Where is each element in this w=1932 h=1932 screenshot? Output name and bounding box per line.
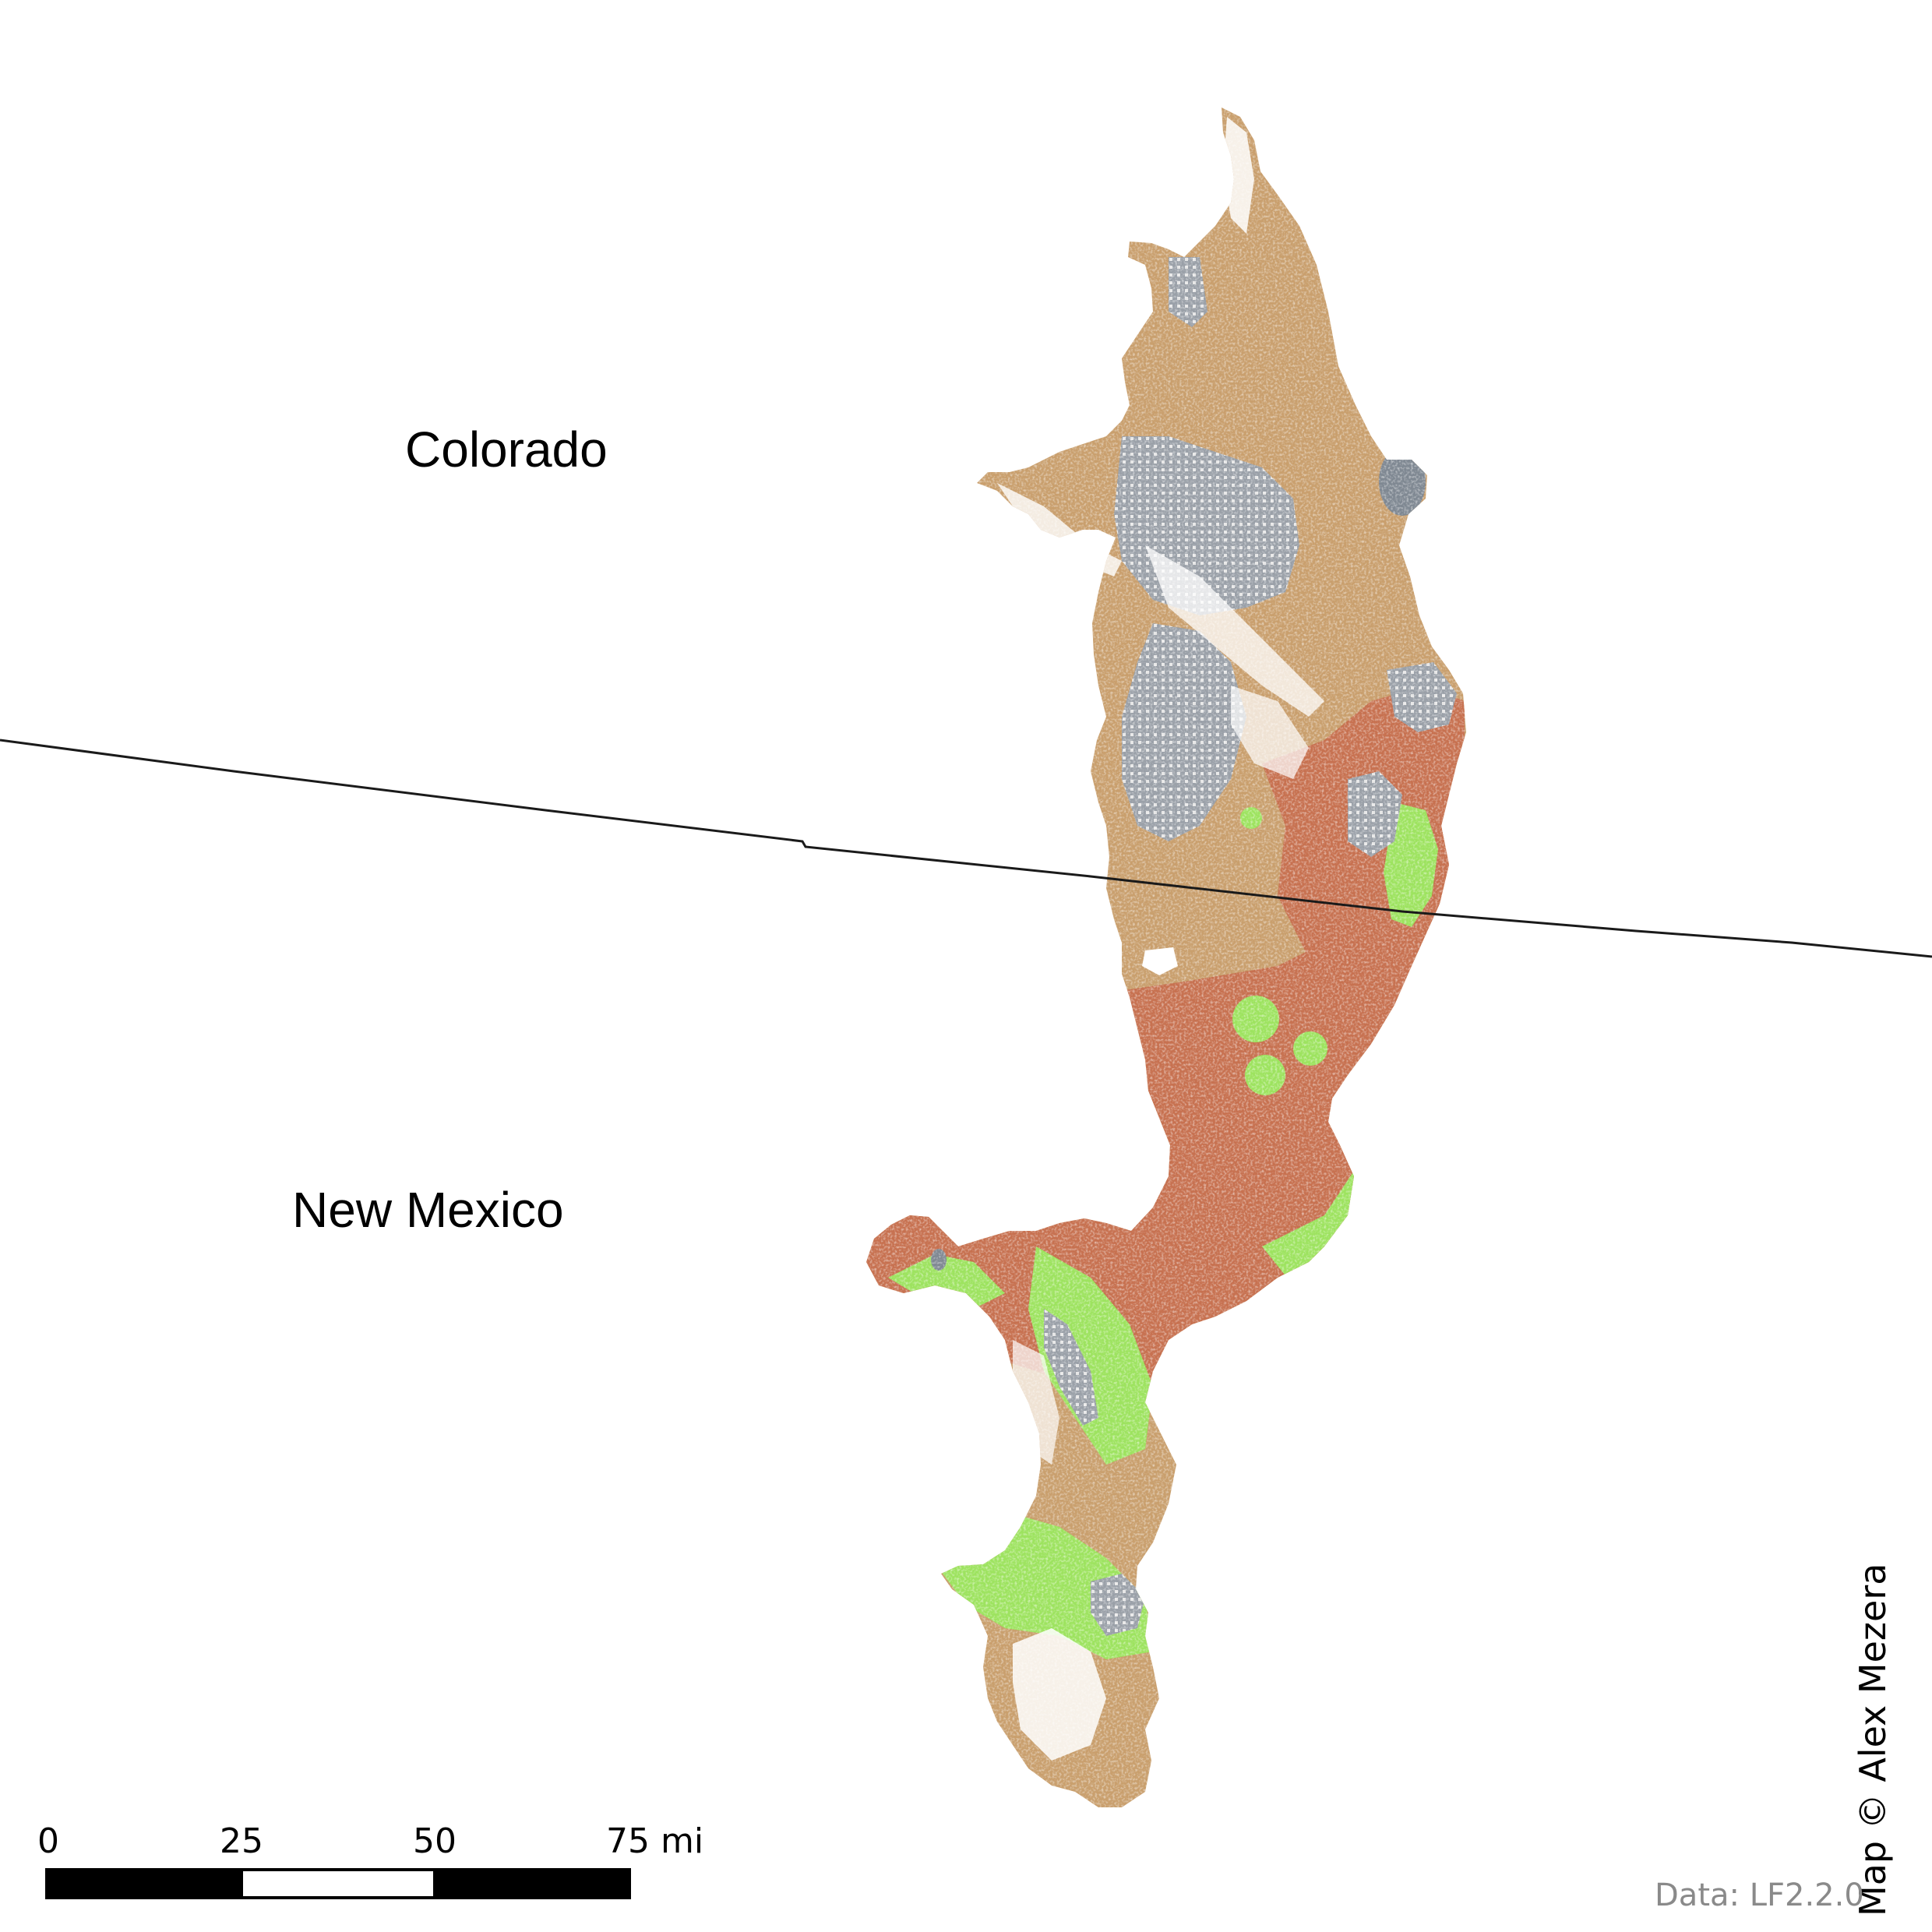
state-label-colorado: Colorado <box>405 421 608 478</box>
data-source: Data: LF2.2.0 <box>1655 1877 1864 1913</box>
scale-segment-3 <box>435 1870 629 1898</box>
map-credit: Map © Alex Mezera <box>1852 1563 1894 1916</box>
scale-tick-25: 25 <box>220 1821 263 1861</box>
scale-tick-75-mi: 75 mi <box>606 1821 704 1861</box>
scale-bar <box>45 1868 631 1899</box>
scale-segment-1 <box>47 1870 242 1898</box>
texture-overlay <box>866 108 1466 1807</box>
state-border-line <box>0 739 1932 958</box>
basin-landcover <box>866 108 1466 1807</box>
state-label-new-mexico: New Mexico <box>292 1182 564 1238</box>
scale-segment-2 <box>240 1868 436 1899</box>
scale-tick-0: 0 <box>37 1821 59 1861</box>
scale-tick-50: 50 <box>413 1821 457 1861</box>
